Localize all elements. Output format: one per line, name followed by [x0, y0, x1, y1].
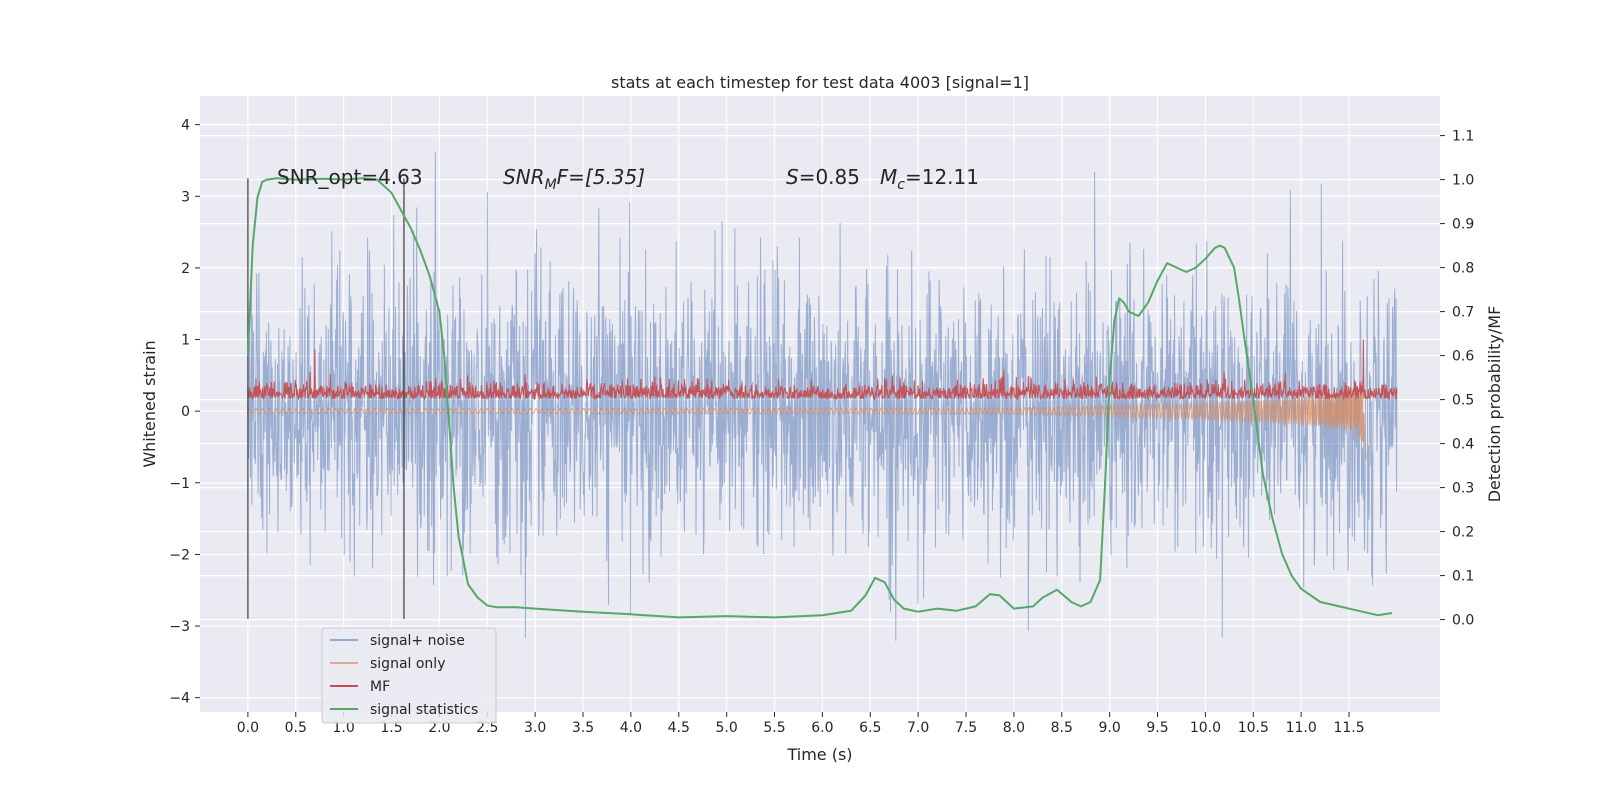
mc-annotation: Mc=12.11: [880, 165, 979, 193]
legend-label-signal-noise: signal+ noise: [370, 633, 465, 649]
x-tick-label: 6.5: [859, 720, 881, 736]
y-left-tick-label: 1: [181, 333, 190, 349]
x-tick-label: 11.5: [1333, 720, 1364, 736]
x-tick-label: 0.5: [285, 720, 307, 736]
x-tick-label: 4.5: [668, 720, 690, 736]
y-left-tick-label: 4: [181, 118, 190, 134]
y-right-tick-label: 0.8: [1452, 261, 1474, 277]
y-left-tick-label: −1: [169, 476, 190, 492]
y-right-tick-label: 0.6: [1452, 349, 1474, 365]
y-left-tick-label: −4: [169, 691, 190, 707]
x-tick-label: 5.5: [763, 720, 785, 736]
x-tick-label: 3.0: [524, 720, 546, 736]
y-right-tick-label: 1.0: [1452, 173, 1474, 189]
x-tick-label: 8.5: [1051, 720, 1073, 736]
y-left-tick-label: −2: [169, 547, 190, 563]
y-right-tick-label: 0.7: [1452, 305, 1474, 321]
x-tick-label: 0.0: [237, 720, 259, 736]
x-tick-label: 5.0: [716, 720, 738, 736]
x-tick-label: 9.5: [1146, 720, 1168, 736]
x-tick-label: 1.0: [332, 720, 354, 736]
y-right-tick-label: 1.1: [1452, 129, 1474, 145]
vertical-markers: [247, 178, 405, 619]
x-tick-label: 7.0: [907, 720, 929, 736]
legend-label-signal-statistics: signal statistics: [370, 702, 478, 718]
x-tick-label: 3.5: [572, 720, 594, 736]
x-tick-label: 4.0: [620, 720, 642, 736]
chart-title: stats at each timestep for test data 400…: [611, 73, 1029, 92]
x-tick-label: 10.0: [1190, 720, 1221, 736]
signal-noise-series: [247, 152, 1398, 641]
y-left-tick-label: 0: [181, 404, 190, 420]
y-right-tick-label: 0.9: [1452, 217, 1474, 233]
x-tick-label: 9.0: [1099, 720, 1121, 736]
mf-series: [247, 339, 1398, 401]
signal-only-line: [247, 380, 1367, 460]
y-axis-right-label: Detection probability/MF: [1485, 306, 1504, 503]
x-tick-label: 1.5: [380, 720, 402, 736]
signal-only-series: [247, 380, 1367, 460]
legend-label-signal-only: signal only: [370, 656, 445, 672]
x-tick-label: 6.0: [811, 720, 833, 736]
x-tick-label: 2.5: [476, 720, 498, 736]
legend: signal+ noise signal only MF signal stat…: [321, 627, 497, 724]
x-axis-label: Time (s): [786, 745, 852, 764]
axis-ticks: 0.0 0.5 1.0 1.5 2.0 2.5 3.0 3.5 4.0 4.5 5.0 5.5 6.0 6…: [169, 118, 1474, 736]
x-tick-label: 8.0: [1003, 720, 1025, 736]
y-right-tick-label: 0.0: [1452, 613, 1474, 629]
signal-statistics-line: [246, 177, 1393, 619]
signal-statistics-series: [246, 177, 1393, 619]
x-tick-label: 10.5: [1238, 720, 1269, 736]
snr-opt-annotation: SNR_opt=4.63: [277, 165, 423, 189]
y-right-tick-label: 0.5: [1452, 393, 1474, 409]
y-axis-left-label: Whitened strain: [140, 340, 159, 467]
y-left-tick-label: 3: [181, 189, 190, 205]
s-annotation: S=0.85: [786, 165, 860, 189]
y-left-tick-label: −3: [169, 619, 190, 635]
x-tick-label: 7.5: [955, 720, 977, 736]
legend-box: [321, 627, 497, 724]
x-tick-label: 2.0: [428, 720, 450, 736]
y-right-tick-label: 0.2: [1452, 525, 1474, 541]
snr-mf-annotation: SNRMF=[5.35]: [503, 165, 645, 193]
y-right-tick-label: 0.1: [1452, 569, 1474, 585]
signal-noise-line: [247, 152, 1398, 641]
y-right-tick-label: 0.3: [1452, 481, 1474, 497]
mf-line: [247, 339, 1398, 401]
y-left-tick-label: 2: [181, 261, 190, 277]
legend-label-mf: MF: [370, 679, 390, 695]
x-tick-label: 11.0: [1286, 720, 1317, 736]
y-right-tick-label: 0.4: [1452, 437, 1474, 453]
